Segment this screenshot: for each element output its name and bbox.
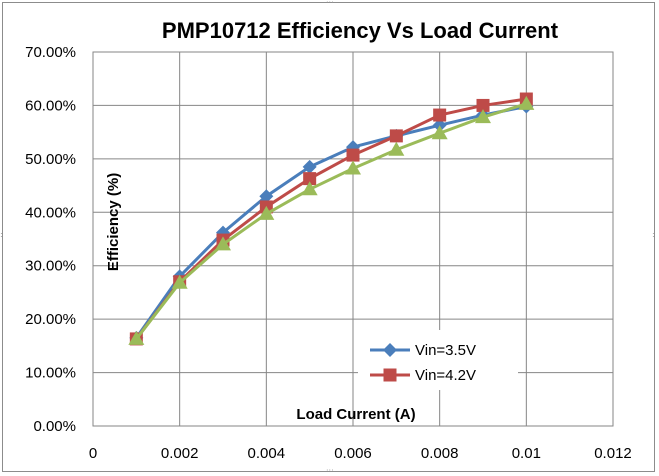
data-point [258,205,275,220]
legend-item: Vin=4.2V [370,367,476,384]
data-point [431,125,448,140]
data-point [476,98,490,112]
x-tick-label: 0.004 [248,445,286,462]
data-point [388,141,405,156]
data-point [433,108,447,122]
data-point [345,160,361,175]
data-point [215,236,231,251]
data-point [302,159,317,174]
grid [92,51,614,427]
data-point [171,274,188,289]
y-tick-label: 70.00% [25,44,76,61]
data-point [128,330,145,345]
y-axis-label: Efficiency (%) [105,173,122,271]
y-tick-label: 30.00% [25,258,76,275]
resize-handle-bottom-icon[interactable]: ··· [326,466,334,475]
data-point [389,129,403,143]
plot-area [92,51,614,427]
resize-handle-top-icon[interactable]: ··· [326,0,334,7]
y-tick-label: 40.00% [25,204,76,221]
data-point [475,109,491,124]
x-tick-label: 0.008 [421,445,459,462]
x-tick-label: 0 [89,445,97,462]
y-tick-label: 0.00% [33,418,76,435]
legend-item: Vin=3.5V [370,342,476,359]
data-point [432,118,447,133]
x-axis-label: Load Current (A) [296,406,415,423]
series-1 [129,99,534,345]
chart-frame[interactable] [2,2,655,472]
x-axis-ticks: 0 0.002 0.004 0.006 0.008 0.01 0.012 [89,445,632,462]
x-tick-label: 0.012 [594,445,632,462]
series-group [128,92,535,346]
data-point [303,172,317,186]
data-point [518,95,535,110]
legend-marker [383,343,397,357]
series-line [135,102,527,340]
data-point [301,181,318,196]
legend-label: Vin=3.5V [415,342,476,359]
series-line [135,97,527,340]
y-tick-label: 60.00% [25,97,76,114]
data-point [259,189,274,204]
y-tick-label: 50.00% [25,151,76,168]
x-tick-label: 0.006 [334,445,372,462]
plot-area-border [92,51,614,427]
resize-handle-left-icon[interactable]: : [0,230,3,239]
series-line [135,105,527,339]
series-3 [128,95,535,345]
y-axis-ticks: 0.00% 10.00% 20.00% 30.00% 40.00% 50.00% 60.00… [25,44,76,435]
y-tick-label: 20.00% [25,311,76,328]
x-tick-label: 0.01 [512,445,541,462]
data-point [346,148,360,162]
x-tick-label: 0.002 [161,445,199,462]
resize-handle-right-icon[interactable]: : [652,230,655,239]
legend: Vin=3.5V Vin=4.2V [370,342,476,384]
y-tick-label: 10.00% [25,365,76,382]
series-2 [129,92,533,346]
legend-label: Vin=4.2V [415,367,476,384]
chart-title: PMP10712 Efficiency Vs Load Current [162,18,559,43]
legend-marker [383,368,397,382]
